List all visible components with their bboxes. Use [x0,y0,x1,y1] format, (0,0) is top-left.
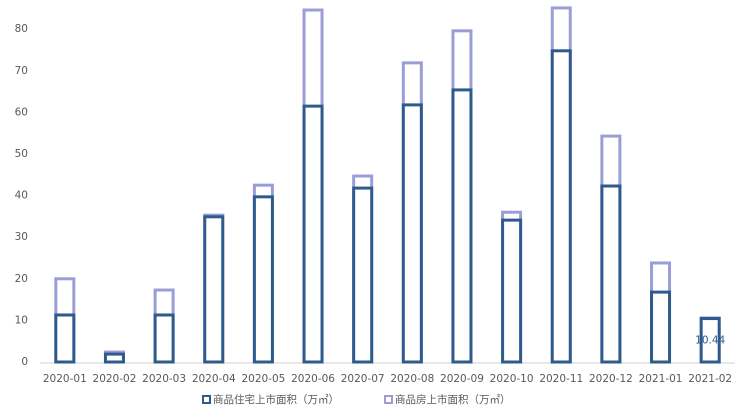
bar [401,103,423,364]
bar [153,313,175,364]
y-tick-label: 60 [15,106,28,118]
x-tick-label: 2020-01 [43,373,87,385]
y-tick-label: 10 [15,314,28,326]
x-tick-label: 2020-12 [589,373,633,385]
x-tick-label: 2020-05 [241,373,285,385]
y-tick-label: 70 [15,65,28,77]
bar [699,317,721,364]
bar [600,184,622,364]
y-tick-label: 30 [15,231,28,243]
bar [103,352,125,364]
data-label: 10.44 [695,335,725,347]
legend-label: 商品住宅上市面积（万㎡） [213,393,339,406]
legend-swatch [384,395,393,404]
x-tick-label: 2020-02 [93,373,137,385]
y-tick-label: 80 [15,23,28,35]
x-tick-label: 2020-09 [440,373,484,385]
legend-label: 商品房上市面积（万㎡） [395,393,511,406]
x-tick-label: 2021-01 [639,373,683,385]
y-tick-label: 40 [15,190,28,202]
x-tick-label: 2020-06 [291,373,335,385]
bar [501,218,523,364]
y-tick-label: 20 [15,273,28,285]
bar [302,104,324,364]
x-tick-label: 2021-02 [688,373,732,385]
x-tick-label: 2020-03 [142,373,186,385]
bar [54,313,76,364]
bar [550,49,572,364]
bar [352,186,374,364]
y-tick-label: 0 [21,356,28,368]
y-tick-label: 50 [15,148,28,160]
bar [203,215,225,364]
x-tick-label: 2020-11 [539,373,583,385]
bar [252,195,274,364]
x-tick-label: 2020-08 [390,373,434,385]
bar [451,88,473,364]
x-tick-label: 2020-10 [490,373,534,385]
legend-swatch [202,395,211,404]
bar [650,290,672,364]
x-tick-label: 2020-04 [192,373,236,385]
x-tick-label: 2020-07 [341,373,385,385]
